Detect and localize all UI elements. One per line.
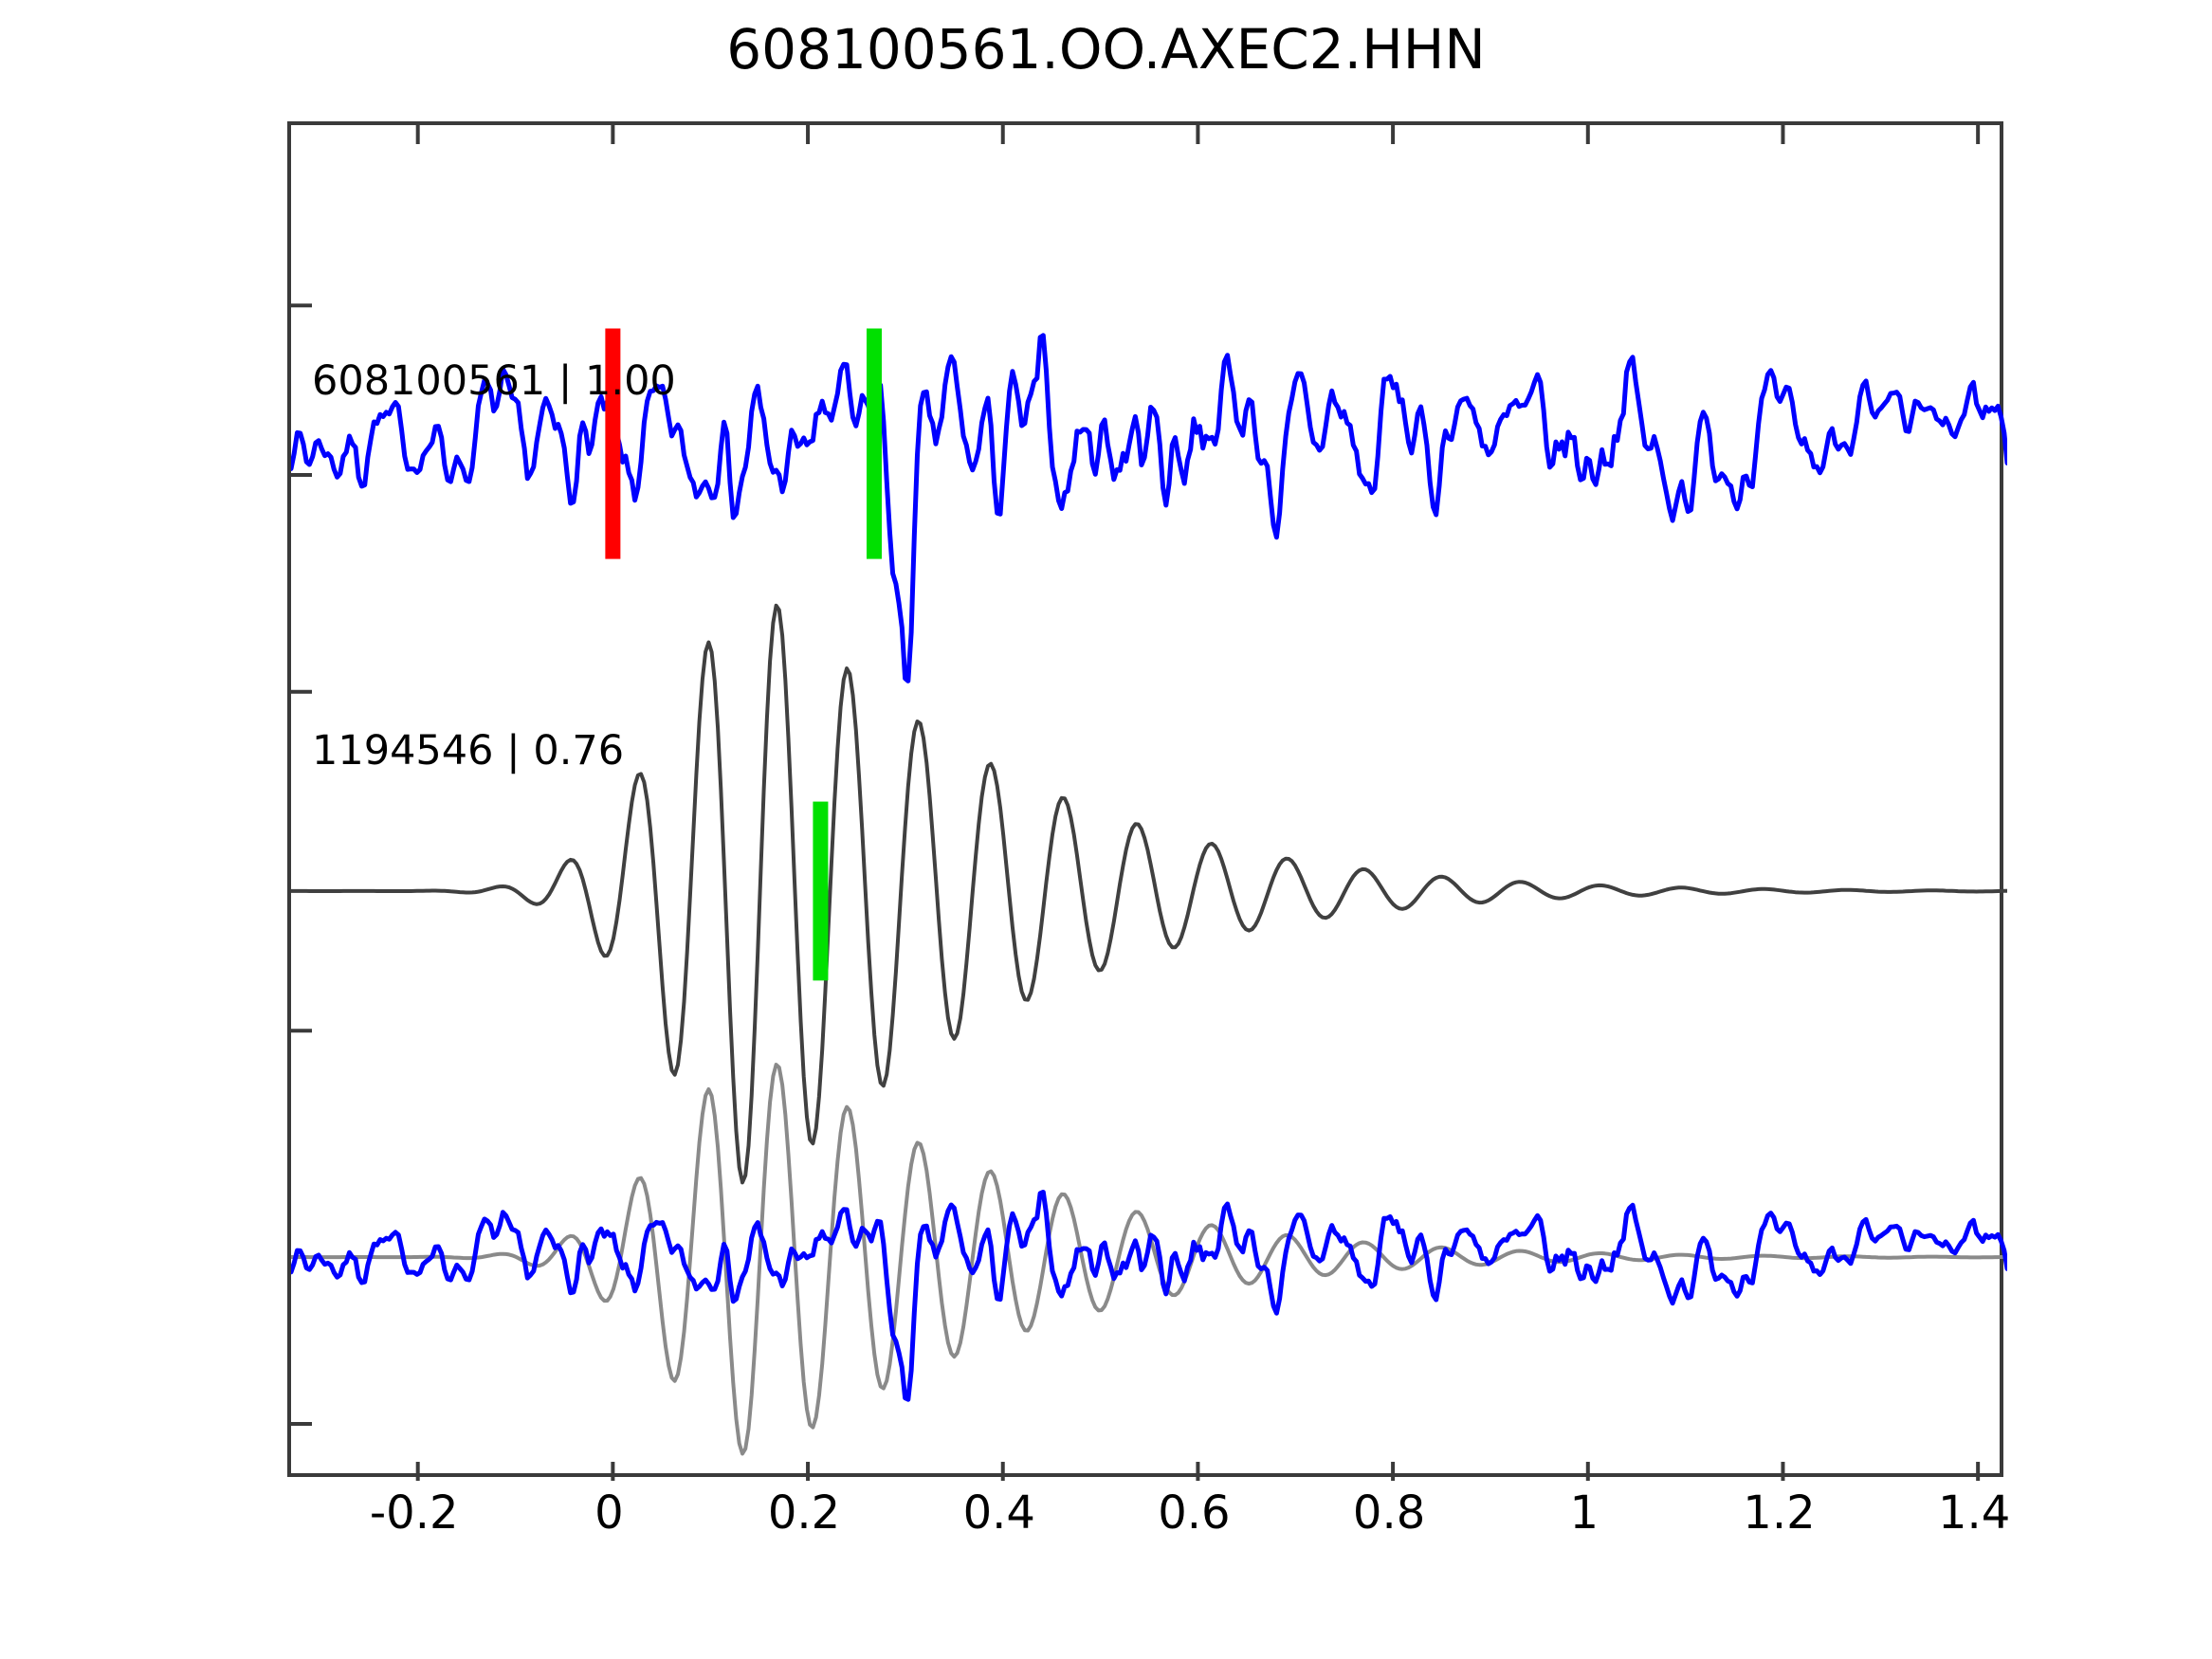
x-tick-label: 1 xyxy=(1569,1486,1600,1540)
x-tick-label: 0.6 xyxy=(1158,1486,1231,1540)
pick-marker-s-mid xyxy=(813,801,829,981)
x-tick-label: 0 xyxy=(594,1486,624,1540)
x-tick-label: 0.2 xyxy=(767,1486,841,1540)
plot-area: 608100561 | 1.00 1194546 | 0.76 xyxy=(287,121,2007,1481)
observed-trace-bottom xyxy=(291,1190,2007,1402)
x-tick-label: 0.4 xyxy=(962,1486,1035,1540)
x-tick-label: -0.2 xyxy=(369,1486,459,1540)
waveform-canvas xyxy=(291,125,2007,1481)
template-trace-bottom xyxy=(291,1063,2007,1456)
pick-marker-s-top xyxy=(866,328,882,559)
x-tick-label: 1.4 xyxy=(1937,1486,2011,1540)
page-title: 608100561.OO.AXEC2.HHN xyxy=(726,17,1486,82)
observed-trace-top xyxy=(291,333,2007,684)
trace-label-top: 608100561 | 1.00 xyxy=(312,357,676,405)
trace-label-mid: 1194546 | 0.76 xyxy=(312,727,625,775)
x-tick-label: 0.8 xyxy=(1352,1486,1426,1540)
pick-marker-p-top xyxy=(605,328,621,559)
x-tick-label: 1.2 xyxy=(1743,1486,1816,1540)
template-trace-mid xyxy=(291,603,2007,1185)
